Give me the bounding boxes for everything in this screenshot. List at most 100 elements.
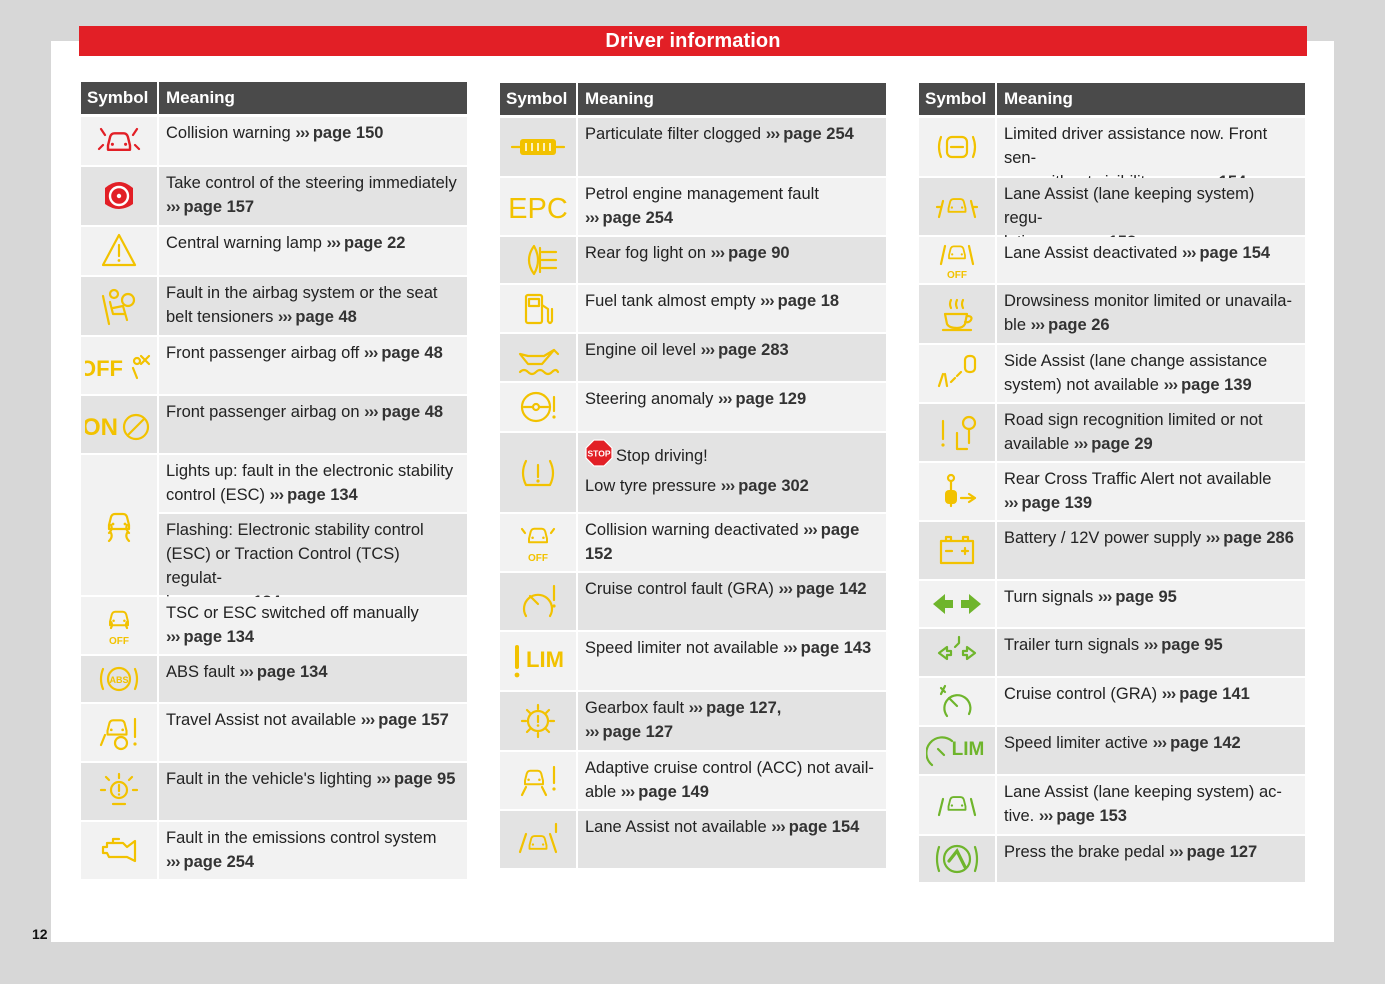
meaning-cell-group: Steering anomaly ››› page 129 — [578, 383, 886, 431]
meaning-text: Turn signals — [1004, 588, 1094, 606]
page-reference-link[interactable]: page 95 — [1115, 588, 1177, 606]
cross-reference-arrow-icon: ››› — [778, 580, 793, 598]
fuel-tank-icon — [516, 287, 560, 331]
table-row: OFF Collision warning deactivated ››› page… — [500, 514, 886, 571]
meaning-text: Fault in the vehicle's lighting — [166, 770, 372, 788]
page-reference-link[interactable]: page 90 — [728, 244, 790, 262]
meaning-cell: TSC or ESC switched off manually ››› page … — [159, 597, 467, 654]
table-row: Adaptive cruise control (ACC) not avail-… — [500, 752, 886, 809]
cross-reference-arrow-icon: ››› — [277, 308, 293, 326]
symbol-table-2: Symbol Meaning Particulate filter clogged … — [500, 83, 886, 870]
meaning-cell: Flashing: Electronic stability control (E… — [159, 514, 467, 611]
page-reference-link[interactable]: page 141 — [1179, 685, 1250, 703]
page-reference-link[interactable]: page 127 — [602, 723, 674, 741]
page-reference-link[interactable]: page 134 — [183, 628, 255, 646]
meaning-cell: Road sign recognition limited or not avai… — [997, 404, 1305, 461]
page-reference-link[interactable]: page 157 — [378, 711, 449, 729]
page-reference-link[interactable]: page 139 — [1181, 376, 1252, 394]
symbol-cell — [500, 433, 576, 512]
page-reference-link[interactable]: page 22 — [343, 234, 406, 252]
stop-line: STOP Stop driving! — [585, 439, 878, 468]
meaning-cell: Travel Assist not available ››› page 157 — [159, 704, 467, 761]
symbol-cell — [81, 117, 157, 165]
page-reference-link[interactable]: page 254 — [783, 125, 854, 143]
meaning-cell: Particulate filter clogged ››› page 254 — [578, 118, 886, 176]
meaning-cell-group: Adaptive cruise control (ACC) not avail-… — [578, 752, 886, 809]
symbol-cell — [500, 383, 576, 431]
page-reference-link[interactable]: page 254 — [183, 853, 255, 871]
meaning-cell-group: Front passenger airbag on ››› page 48 — [159, 396, 467, 453]
meaning-line: Low tyre pressure ››› page 302 — [585, 474, 878, 498]
symbol-cell: ABS — [81, 656, 157, 702]
cross-reference-arrow-icon: ››› — [1030, 316, 1046, 334]
page-reference-link[interactable]: page 153 — [1056, 807, 1127, 825]
page-reference-link[interactable]: page 283 — [718, 341, 789, 359]
page-reference-link[interactable]: page 142 — [795, 580, 867, 598]
meaning-cell-group: Cruise control (GRA) ››› page 141 — [997, 678, 1305, 725]
page-reference-link[interactable]: page 254 — [602, 209, 674, 227]
side-assist-icon — [935, 352, 979, 396]
page-reference-link[interactable]: page 129 — [735, 390, 807, 408]
page-reference-link[interactable]: page 142 — [1170, 734, 1241, 752]
travel-assist-icon — [97, 711, 141, 755]
table-row: Gearbox fault ››› page 127, ››› page 127 — [500, 692, 886, 750]
meaning-text: Fuel tank almost empty — [585, 292, 756, 310]
table-header-row: Symbol Meaning — [81, 82, 467, 114]
meaning-cell-group: Cruise control fault (GRA) ››› page 142 — [578, 573, 886, 630]
meaning-cell: Steering anomaly ››› page 129 — [578, 383, 886, 431]
table-row: Steering anomaly ››› page 129 — [500, 383, 886, 431]
table-row: Fault in the airbag system or the seat be… — [81, 277, 467, 335]
table-row: Fuel tank almost empty ››› page 18 — [500, 285, 886, 332]
page-reference-link[interactable]: page 302 — [738, 477, 809, 495]
page-reference-link[interactable]: page 26 — [1048, 316, 1110, 334]
svg-text:STOP: STOP — [588, 449, 611, 459]
page-reference-link[interactable]: page 18 — [777, 292, 840, 310]
meaning-text: able — [585, 783, 617, 801]
meaning-cell: Front passenger airbag off ››› page 48 — [159, 337, 467, 394]
meaning-text: belt tensioners — [166, 308, 274, 326]
table-row: OFF TSC or ESC switched off manually ››› pa… — [81, 597, 467, 654]
page-reference-link[interactable]: page 95 — [1161, 636, 1223, 654]
page-reference-link[interactable]: page 150 — [312, 124, 384, 142]
page-reference-link[interactable]: page 48 — [381, 403, 444, 421]
page-reference-link[interactable]: page 134 — [287, 486, 358, 504]
page-reference-link[interactable]: page 143 — [800, 639, 872, 657]
cross-reference-arrow-icon: ››› — [239, 663, 254, 681]
meaning-cell-group: Front passenger airbag off ››› page 48 — [159, 337, 467, 394]
passenger-airbag-on-icon: ON — [85, 405, 153, 445]
meaning-cell: ABS fault ››› page 134 — [159, 656, 467, 702]
meaning-cell: Take control of the steering immediately… — [159, 167, 467, 225]
page-reference-link[interactable]: page 29 — [1091, 435, 1153, 453]
page-reference-link[interactable]: page 152 — [585, 521, 860, 563]
cross-reference-arrow-icon: ››› — [720, 477, 736, 495]
page-reference-link[interactable]: page 149 — [638, 783, 709, 801]
page-reference-link[interactable]: page 157 — [183, 198, 255, 216]
meaning-cell: Side Assist (lane change assistance syste… — [997, 345, 1305, 402]
meaning-cell-group: Gearbox fault ››› page 127, ››› page 127 — [578, 692, 886, 750]
page-reference-link[interactable]: page 139 — [1021, 494, 1093, 512]
page-reference-link[interactable]: page 154 — [788, 818, 860, 836]
table-row: EPC Petrol engine management fault ››› pag… — [500, 178, 886, 235]
page-reference-link[interactable]: page 48 — [381, 344, 443, 362]
table-row: OFF Lane Assist deactivated ››› page 154 — [919, 237, 1305, 283]
meaning-cell: Lights up: fault in the electronic stabi… — [159, 455, 467, 512]
page-reference-link[interactable]: page 154 — [1199, 244, 1271, 262]
meaning-text: Side Assist (lane change assistance — [1004, 352, 1268, 370]
cross-reference-arrow-icon: ››› — [166, 853, 181, 871]
page-reference-link[interactable]: page 127, — [706, 699, 782, 717]
page-reference-link[interactable]: page 286 — [1223, 529, 1294, 547]
page-reference-link[interactable]: page 95 — [393, 770, 456, 788]
collision-warning-off-icon: OFF — [516, 521, 560, 565]
page-reference-link[interactable]: page 48 — [295, 308, 357, 326]
page-reference-link[interactable]: page 127 — [1186, 843, 1258, 861]
cross-reference-arrow-icon: ››› — [803, 521, 818, 539]
cross-reference-arrow-icon: ››› — [718, 390, 733, 408]
page-reference-link[interactable]: page 134 — [256, 663, 328, 681]
meaning-text: Road sign recognition limited or not — [1004, 411, 1263, 429]
lane-assist-na-icon — [516, 818, 560, 862]
meaning-cell: Drowsiness monitor limited or unavaila-b… — [997, 285, 1305, 343]
symbol-cell — [919, 629, 995, 676]
meaning-text: Steering anomaly — [585, 390, 714, 408]
cross-reference-arrow-icon: ››› — [1181, 244, 1197, 262]
meaning-cell-group: Fuel tank almost empty ››› page 18 — [578, 285, 886, 332]
